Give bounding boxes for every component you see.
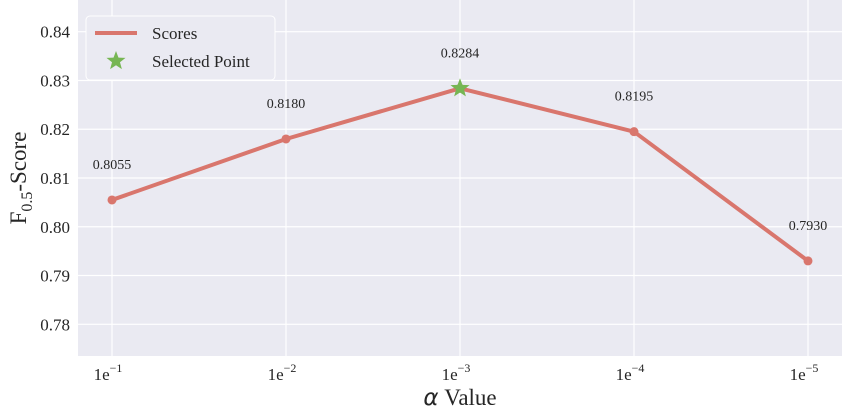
legend-label-selected-point: Selected Point	[152, 52, 250, 71]
selected-point-star	[450, 78, 470, 97]
data-label: 0.8284	[441, 46, 480, 61]
y-axis-sub: 0.5	[19, 192, 36, 212]
data-point	[107, 195, 117, 205]
data-point	[281, 134, 291, 144]
data-point	[629, 127, 639, 137]
x-tick-exponent: −3	[458, 361, 471, 375]
legend: Scores Selected Point	[85, 15, 276, 81]
x-tick-base: 1e	[790, 365, 806, 384]
x-tick-exponent: −4	[632, 361, 645, 375]
y-axis-rest: -Score	[6, 132, 31, 192]
y-tick-label: 0.81	[40, 169, 70, 188]
data-series	[107, 78, 813, 266]
data-label: 0.8055	[93, 158, 132, 173]
x-tick-label: 1e−4	[616, 361, 645, 384]
x-tick-base: 1e	[616, 365, 632, 384]
x-tick-base: 1e	[442, 365, 458, 384]
legend-star-swatch	[106, 51, 126, 70]
x-axis-symbol: α	[423, 385, 438, 411]
x-tick-exponent: −5	[806, 361, 819, 375]
x-tick-label: 1e−1	[94, 361, 123, 384]
y-axis-title: F0.5-Score	[6, 132, 36, 225]
x-tick-exponent: −1	[110, 361, 123, 375]
y-tick-label: 0.83	[40, 71, 70, 90]
x-axis-text: Value	[439, 385, 497, 410]
x-tick-base: 1e	[94, 365, 110, 384]
data-label: 0.7930	[789, 219, 828, 234]
data-label: 0.8195	[615, 90, 654, 105]
y-tick-label: 0.82	[40, 120, 70, 139]
y-tick-label: 0.78	[40, 315, 70, 334]
y-tick-label: 0.79	[40, 267, 70, 286]
data-labels: 0.8055 0.8180 0.8284 0.8195 0.7930	[93, 46, 828, 234]
y-tick-label: 0.80	[40, 218, 70, 237]
x-tick-label: 1e−2	[268, 361, 297, 384]
x-tick-base: 1e	[268, 365, 284, 384]
y-tick-labels: 0.78 0.79 0.80 0.81 0.82 0.83 0.84	[40, 23, 70, 335]
y-tick-label: 0.84	[40, 23, 70, 42]
data-label: 0.8180	[267, 97, 306, 112]
y-axis-base: F	[6, 212, 31, 225]
x-tick-label: 1e−3	[442, 361, 471, 384]
legend-label-scores: Scores	[152, 24, 197, 43]
x-tick-label: 1e−5	[790, 361, 819, 384]
x-axis-title: α Value	[423, 385, 496, 411]
data-point	[803, 256, 813, 266]
x-tick-exponent: −2	[284, 361, 297, 375]
x-tick-labels: 1e−1 1e−2 1e−3 1e−4 1e−5	[94, 361, 819, 384]
